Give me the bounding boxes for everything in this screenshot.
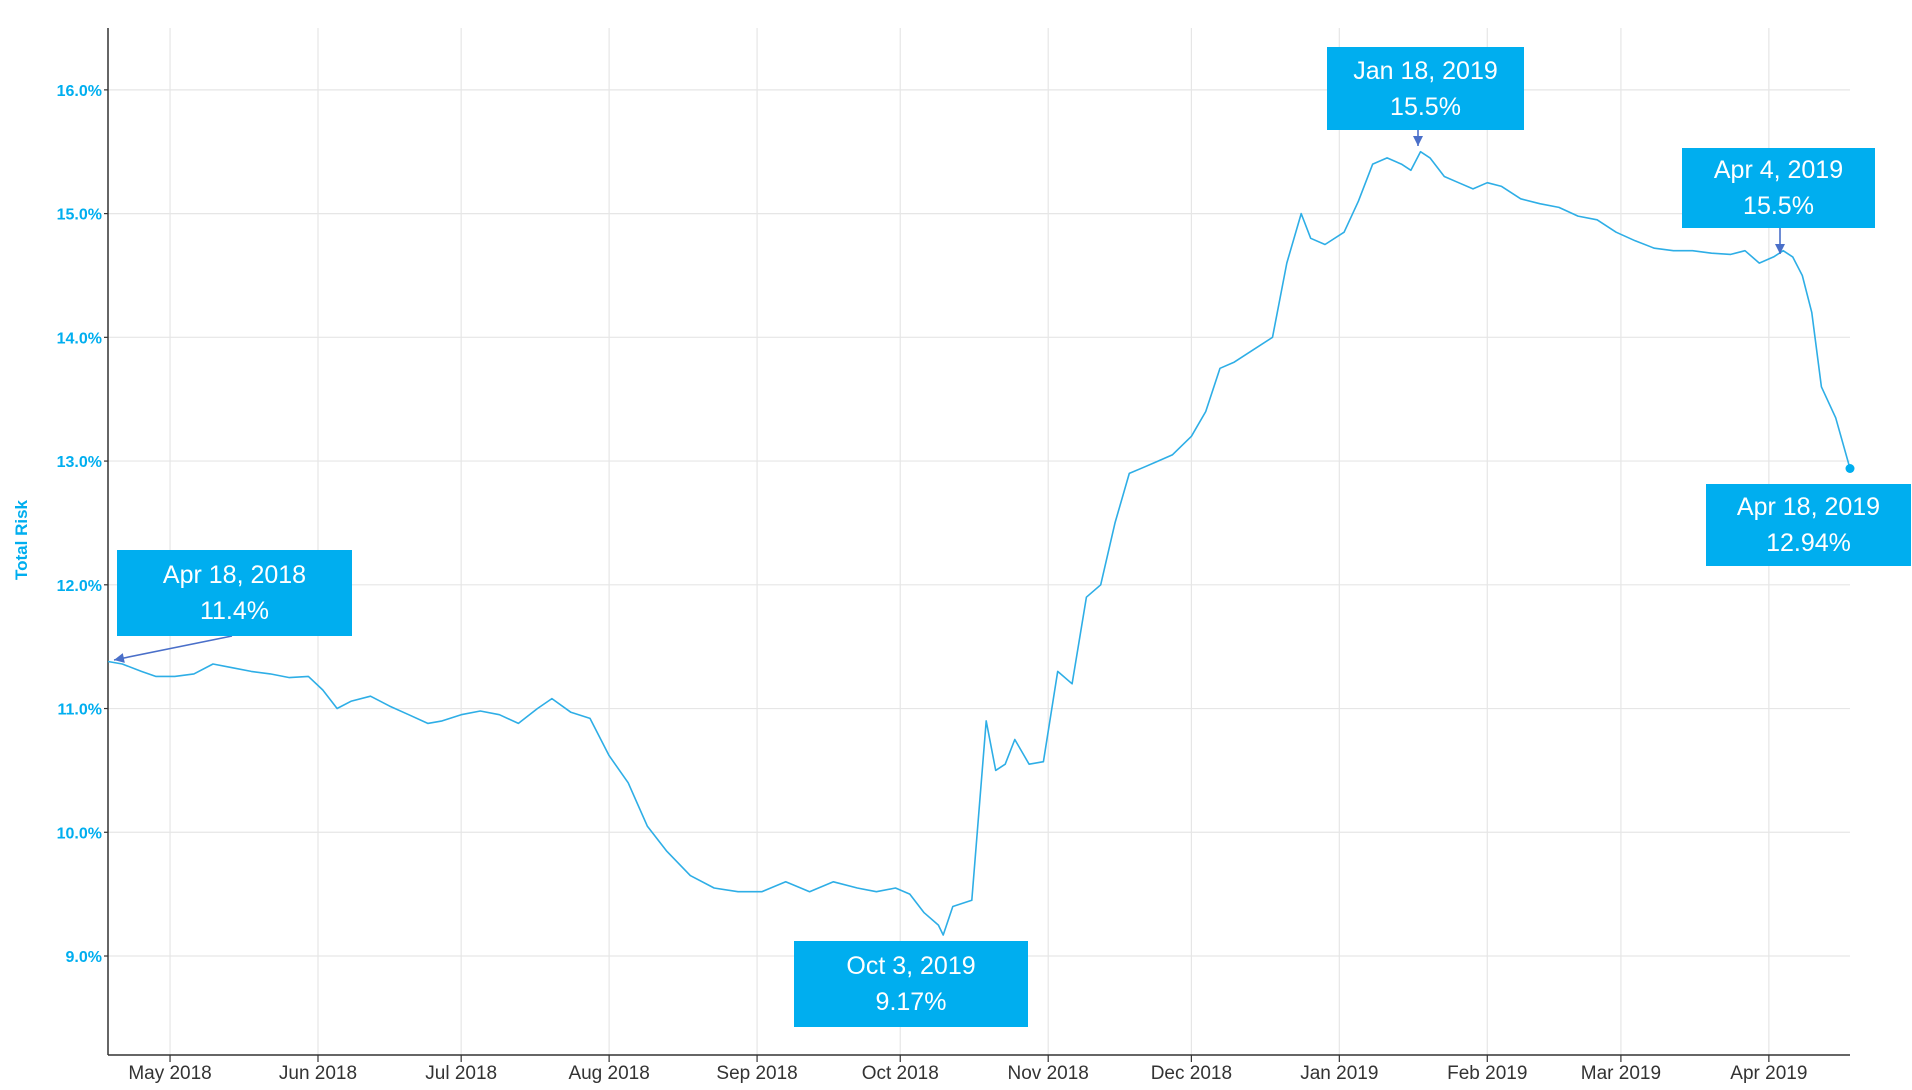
callout-value: 11.4% [199,597,270,625]
callout-apr-4: Apr 4, 2019 15.5% [1682,148,1875,228]
x-tick-label: Sep 2018 [716,1063,797,1084]
y-tick-label: 15.0% [57,207,102,224]
callout-peak: Jan 18, 2019 15.5% [1327,47,1524,130]
gridlines [108,28,1850,1055]
callout-start: Apr 18, 2018 11.4% [117,550,352,636]
x-tick-label: Dec 2018 [1151,1063,1232,1084]
callout-date: Apr 18, 2019 [1736,493,1881,521]
series-layer [107,150,1855,936]
callout-minimum: Oct 3, 2019 9.17% [794,941,1028,1027]
y-axis-label: Total Risk [12,499,31,580]
callout-date: Oct 3, 2019 [846,952,976,980]
callout-value: 15.5% [1390,92,1461,121]
x-tick-label: Mar 2019 [1581,1063,1661,1084]
annotation-arrows [113,130,1785,663]
x-tick-label: Jun 2018 [279,1063,357,1084]
x-tick-labels: May 2018 Jun 2018 Jul 2018 Aug 2018 Sep 2018… [128,1055,1807,1084]
x-tick-label: Feb 2019 [1447,1063,1527,1084]
series-line [107,150,1851,936]
annotation-arrowhead [1413,136,1423,146]
y-tick-labels: 9.0% 10.0% 11.0% 12.0% 13.0% 14.0% 15.0% 16.0% [57,83,108,966]
y-tick-label: 9.0% [66,949,102,966]
x-tick-label: Apr 2019 [1730,1063,1807,1084]
callout-value: 15.5% [1743,192,1814,220]
x-tick-label: May 2018 [128,1063,211,1084]
callout-end: Apr 18, 2019 12.94% [1706,484,1911,566]
y-tick-label: 13.0% [57,454,102,471]
series-end-point [1845,463,1855,473]
callout-date: Jan 18, 2019 [1353,56,1498,85]
x-tick-label: Jan 2019 [1300,1063,1378,1084]
x-tick-label: Aug 2018 [568,1063,649,1084]
annotation-arrowhead [1775,244,1785,254]
callout-date: Apr 4, 2019 [1713,156,1844,184]
y-tick-label: 10.0% [57,825,102,842]
x-tick-label: Oct 2018 [862,1063,939,1084]
callout-value: 12.94% [1766,529,1851,557]
x-tick-label: Nov 2018 [1008,1063,1089,1084]
callout-date: Apr 18, 2018 [162,561,307,589]
y-tick-label: 12.0% [57,578,102,595]
y-tick-label: 11.0% [58,702,102,719]
axes [107,28,1850,1056]
callout-value: 9.17% [875,988,947,1016]
annotation-arrowhead [114,653,125,663]
y-tick-label: 14.0% [57,330,102,347]
annotation-arrow [113,635,233,661]
y-tick-label: 16.0% [57,83,102,100]
x-tick-label: Jul 2018 [425,1063,497,1084]
